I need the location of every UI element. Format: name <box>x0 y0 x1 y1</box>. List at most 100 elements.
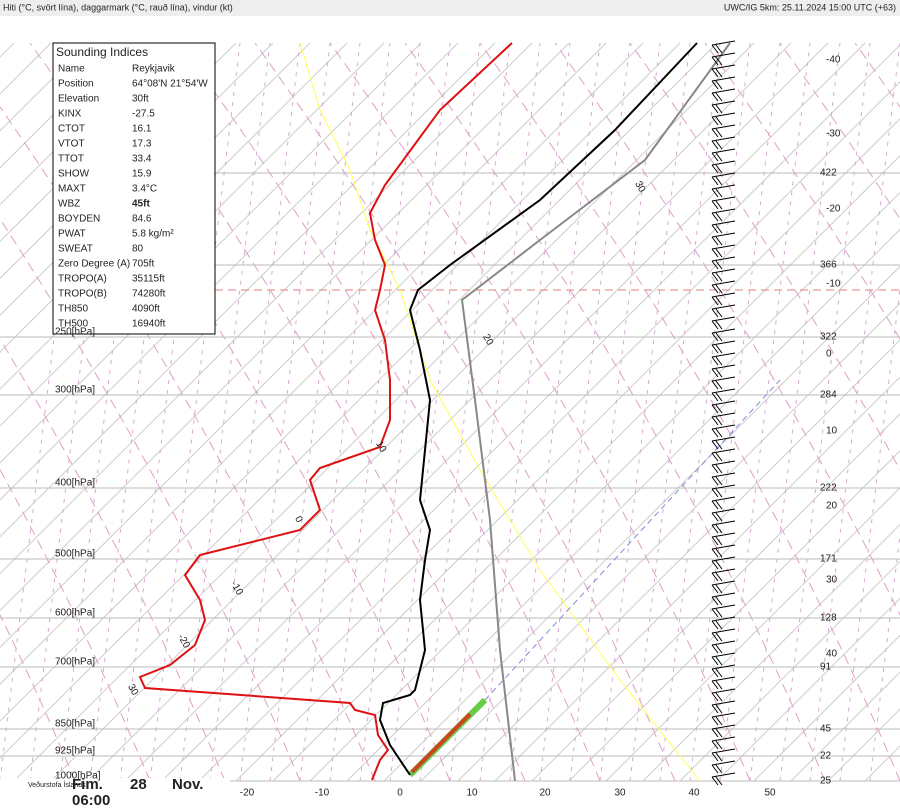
mixing-line <box>479 42 571 782</box>
isotherm <box>383 265 900 782</box>
wind-barb <box>711 88 736 102</box>
isotherm <box>457 339 900 782</box>
mixing-line <box>209 42 301 782</box>
isotherm <box>0 42 644 685</box>
index-value: 45ft <box>132 199 150 210</box>
footer-time: 06:00 <box>72 792 110 808</box>
isotherm <box>0 42 681 722</box>
isotherm <box>309 191 900 782</box>
wind-barb <box>711 256 736 270</box>
pressure-label: 700[hPa] <box>55 657 95 668</box>
index-name: SWEAT <box>58 244 93 255</box>
adiabat <box>0 613 76 782</box>
index-value: 16.1 <box>132 124 152 135</box>
index-name: VTOT <box>58 139 84 150</box>
bottom-label: 0 <box>397 788 403 799</box>
adiabat <box>704 42 900 341</box>
bottom-label: 20 <box>539 788 551 799</box>
footer-date: 28 <box>130 776 147 793</box>
mixing-line <box>599 42 691 782</box>
wind-barb <box>711 436 736 450</box>
footer-month: Nov. <box>172 776 203 793</box>
isotherm <box>0 42 496 538</box>
isotherm <box>827 708 900 782</box>
wind-barb <box>711 136 736 150</box>
isotherm <box>0 42 459 501</box>
mixing-line <box>419 42 511 782</box>
isotherm-label: -10 <box>228 579 245 597</box>
index-value: 705ft <box>132 259 154 270</box>
mixing-line <box>29 42 121 782</box>
index-name: Name <box>58 64 85 75</box>
right-label: 0 <box>826 349 832 360</box>
adiabat <box>0 338 226 782</box>
footer-bg <box>0 778 230 808</box>
index-value: Reykjavik <box>132 64 176 75</box>
right-label: 322 <box>820 332 837 343</box>
right-label: -30 <box>826 129 841 140</box>
mixing-line <box>569 42 661 782</box>
wind-barb <box>711 244 736 258</box>
index-name: MAXT <box>58 184 86 195</box>
mixing-line <box>239 42 331 782</box>
adiabat <box>254 42 676 782</box>
mixing-line <box>359 42 451 782</box>
index-value: 64°08'N 21°54'W <box>132 79 208 90</box>
wind-barb <box>711 748 736 762</box>
wind-barbs <box>711 40 736 786</box>
adiabat <box>554 42 900 616</box>
index-name: KINX <box>58 109 82 120</box>
right-label: -40 <box>826 55 841 66</box>
index-name: WBZ <box>58 199 80 210</box>
wind-barb <box>711 40 736 54</box>
adiabat <box>0 217 301 782</box>
right-label: 366 <box>820 260 837 271</box>
wind-barb <box>711 496 736 510</box>
right-label: 25 <box>820 776 832 787</box>
index-value: 80 <box>132 244 144 255</box>
temperature-line <box>378 42 698 776</box>
adiabat <box>0 468 151 782</box>
pressure-label: 400[hPa] <box>55 478 95 489</box>
index-value: -27.5 <box>132 109 155 120</box>
pressure-label: 300[hPa] <box>55 385 95 396</box>
mixing-line <box>779 42 871 782</box>
wind-barb <box>711 304 736 318</box>
isotherm <box>0 42 718 759</box>
isotherm-label: 10 <box>373 439 388 455</box>
isotherm <box>642 523 900 782</box>
wind-barb <box>711 316 736 330</box>
wind-barb <box>711 472 736 486</box>
mixing-line <box>719 42 811 782</box>
bottom-label: -10 <box>315 788 330 799</box>
wind-barb <box>711 148 736 162</box>
blue-dashed-line <box>484 379 781 701</box>
wind-barb <box>711 556 736 570</box>
wind-barb <box>711 160 736 174</box>
mixing-line <box>539 42 631 782</box>
mixing-line <box>149 42 241 782</box>
pressure-label: 250[hPa] <box>55 327 95 338</box>
wind-barb <box>711 676 736 690</box>
index-name: TTOT <box>58 154 84 165</box>
background-lines <box>0 42 900 782</box>
isotherm <box>198 81 900 782</box>
wind-barb <box>711 280 736 294</box>
adiabat <box>629 42 900 471</box>
indices-title: Sounding Indices <box>56 45 148 59</box>
isotherm <box>272 154 900 782</box>
mixing-line <box>749 42 841 782</box>
wind-barb <box>711 724 736 738</box>
wind-barb <box>711 208 736 222</box>
wind-barb <box>711 772 736 786</box>
right-label: 45 <box>820 724 832 735</box>
wind-barb <box>711 520 736 534</box>
right-label: 422 <box>820 168 837 179</box>
pressure-label: 500[hPa] <box>55 549 95 560</box>
isotherm <box>0 42 570 612</box>
mixing-line <box>179 42 271 782</box>
adiabat <box>779 42 900 220</box>
isotherm-label: 30 <box>632 179 647 195</box>
